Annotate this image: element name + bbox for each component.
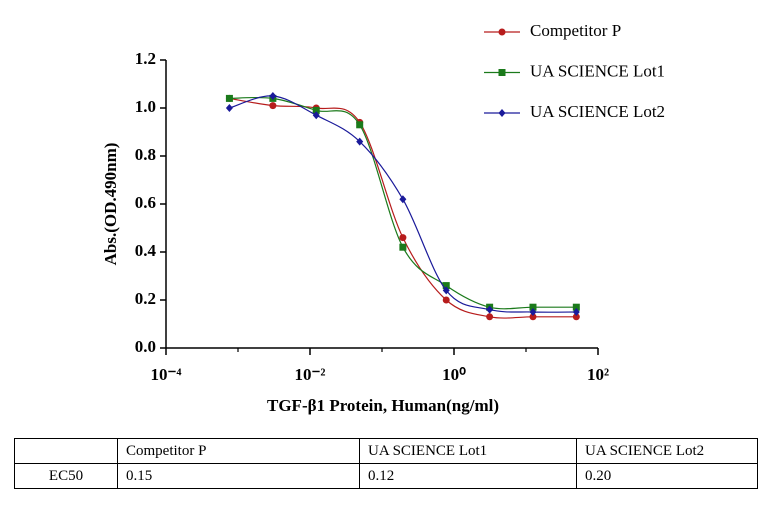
y-tick-label: 0.4 xyxy=(135,241,157,260)
marker xyxy=(225,94,233,102)
legend-label: Competitor P xyxy=(530,21,621,40)
cell: 0.15 xyxy=(117,463,360,489)
legend-marker xyxy=(498,69,506,76)
marker xyxy=(529,308,537,316)
marker xyxy=(269,102,277,110)
y-tick-label: 0.2 xyxy=(135,289,156,308)
marker xyxy=(225,104,233,112)
legend-marker xyxy=(498,28,506,36)
legend-label: UA SCIENCE Lot2 xyxy=(530,102,665,121)
marker xyxy=(356,121,364,129)
y-tick-label: 0.6 xyxy=(135,193,156,212)
x-tick-label: 10⁻² xyxy=(294,365,325,384)
legend-label: UA SCIENCE Lot1 xyxy=(530,61,665,80)
marker xyxy=(529,313,537,321)
marker xyxy=(399,234,407,242)
header-cell: UA SCIENCE Lot2 xyxy=(576,438,758,464)
marker xyxy=(486,305,494,314)
ec50-table: Competitor P UA SCIENCE Lot1 UA SCIENCE … xyxy=(14,438,758,489)
marker xyxy=(529,303,537,311)
legend-marker xyxy=(498,109,506,117)
fit-line xyxy=(229,97,577,319)
marker xyxy=(399,243,407,251)
marker xyxy=(572,308,580,316)
x-tick-label: 10⁻⁴ xyxy=(150,365,181,384)
header-cell: Competitor P xyxy=(117,438,360,464)
y-tick-label: 1.0 xyxy=(135,97,156,116)
cell: 0.20 xyxy=(576,463,758,489)
y-axis-label: Abs.(OD.490nm) xyxy=(101,143,120,266)
corner-cell xyxy=(14,438,118,464)
marker xyxy=(442,296,450,304)
y-tick-label: 0.0 xyxy=(135,337,156,356)
x-tick-label: 10⁰ xyxy=(442,365,466,384)
fit-line xyxy=(229,96,577,310)
marker xyxy=(442,286,450,295)
marker xyxy=(269,92,277,100)
marker xyxy=(572,303,580,311)
marker xyxy=(356,137,364,146)
cell: 0.12 xyxy=(359,463,577,489)
marker xyxy=(572,313,580,321)
marker xyxy=(442,282,450,290)
y-tick-label: 1.2 xyxy=(135,49,156,68)
row-label: EC50 xyxy=(14,463,118,489)
chart: TGF-β1 Protein, Human(ng/ml) Abs.(OD.490… xyxy=(101,21,665,415)
x-axis-label: TGF-β1 Protein, Human(ng/ml) xyxy=(267,396,499,415)
marker xyxy=(312,111,320,120)
x-tick-label: 10² xyxy=(587,365,609,384)
header-cell: UA SCIENCE Lot1 xyxy=(359,438,577,464)
y-tick-label: 0.8 xyxy=(135,145,156,164)
marker xyxy=(486,313,494,321)
marker xyxy=(399,195,407,204)
marker xyxy=(312,106,320,114)
fit-line xyxy=(229,95,577,313)
